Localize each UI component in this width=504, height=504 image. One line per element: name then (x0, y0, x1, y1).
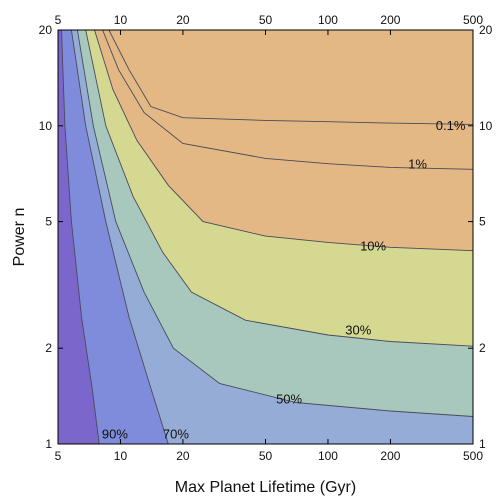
contour-regions (61, 30, 473, 444)
contour-line-7 (108, 30, 473, 125)
contour-label-2: 70% (163, 427, 189, 442)
y-tick-label-left: 1 (45, 437, 52, 451)
x-tick-label-top: 100 (318, 13, 338, 27)
y-tick-label-right: 5 (479, 215, 486, 229)
x-tick-label-top: 10 (114, 13, 128, 27)
y-tick-label-right: 1 (479, 437, 486, 451)
contour-label-6: 1% (408, 157, 427, 172)
x-tick-label-top: 500 (463, 13, 483, 27)
x-tick-label-top: 200 (380, 13, 400, 27)
x-tick-label-bottom: 20 (176, 449, 190, 463)
contour-label-3: 50% (276, 392, 302, 407)
y-tick-label-left: 10 (39, 119, 53, 133)
y-tick-label-left: 2 (45, 341, 52, 355)
contour-line-1 (61, 30, 100, 444)
x-tick-label-bottom: 100 (318, 449, 338, 463)
x-tick-label-bottom: 10 (114, 449, 128, 463)
y-tick-label-right: 10 (479, 119, 493, 133)
contour-line-6 (102, 30, 473, 170)
contour-line-5 (94, 30, 473, 252)
plot-area (58, 30, 473, 444)
contour-region-7 (108, 30, 473, 125)
y-tick-label-right: 20 (479, 23, 493, 37)
x-tick-label-top: 50 (259, 13, 273, 27)
x-tick-label-bottom: 200 (380, 449, 400, 463)
contour-label-1: 90% (102, 427, 128, 442)
y-tick-label-right: 2 (479, 341, 486, 355)
y-axis-title: Power n (11, 208, 28, 267)
contour-labels: 90% 70% 50% 30% 10% 1% 0.1% (102, 118, 466, 442)
y-tick-label-left: 20 (39, 23, 53, 37)
contour-label-5: 10% (360, 238, 386, 253)
contour-label-4: 30% (345, 323, 371, 338)
contour-line-3 (76, 30, 473, 417)
contour-line-4 (85, 30, 473, 347)
x-tick-label-top: 5 (55, 13, 62, 27)
x-tick-label-bottom: 500 (463, 449, 483, 463)
x-axis-title: Max Planet Lifetime (Gyr) (175, 479, 356, 496)
x-tick-label-bottom: 5 (55, 449, 62, 463)
contour-label-7: 0.1% (436, 118, 466, 133)
y-tick-label-left: 5 (45, 215, 52, 229)
x-tick-label-top: 20 (176, 13, 190, 27)
contour-lines (61, 30, 473, 444)
contour-line-2 (70, 30, 169, 444)
x-tick-label-bottom: 50 (259, 449, 273, 463)
